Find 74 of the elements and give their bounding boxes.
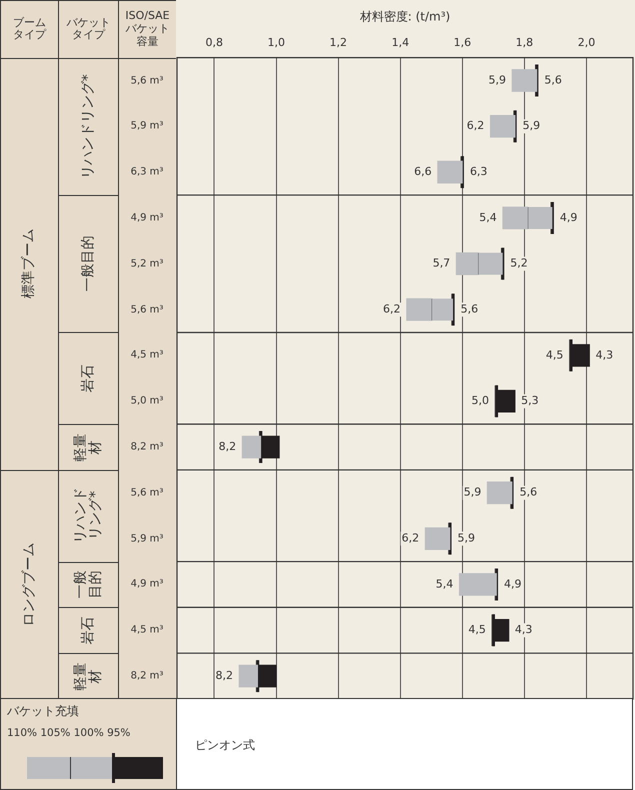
bar — [496, 390, 516, 413]
annotation: 4,9 — [560, 210, 578, 224]
annotation: 8,2 — [218, 440, 236, 453]
annotation: 5,3 — [521, 394, 539, 408]
y-tick-label: 5,6 m³ — [130, 75, 164, 86]
y-tick-label: 4,5 m³ — [130, 624, 164, 636]
y-tick-label: 8,2 m³ — [130, 670, 164, 682]
annotation: 5,2 — [510, 256, 528, 270]
y-tick-label: 5,2 m³ — [130, 258, 164, 270]
y-tick-label: 5,6 m³ — [130, 487, 164, 498]
text: ロングブーム — [20, 542, 38, 629]
x-tick-label: 1,2 — [330, 36, 348, 49]
text: 110% 105% 100% 95% — [7, 727, 130, 740]
bar — [512, 69, 538, 92]
x-tick-label: 2,0 — [578, 36, 596, 49]
text: リハンドリング* — [80, 73, 96, 181]
bar — [242, 436, 262, 458]
y-tick-label: 5,0 m³ — [130, 396, 164, 407]
text: 軽量材 — [72, 660, 104, 692]
annotation: 5,9 — [522, 119, 540, 132]
annotation: 6,2 — [383, 302, 401, 316]
text: 岩石 — [80, 615, 96, 646]
x-tick-label: 0,8 — [205, 36, 223, 49]
annotation: 4,3 — [596, 348, 614, 362]
x-tick-label: 1,8 — [516, 36, 534, 49]
annotation: 5,9 — [458, 532, 476, 545]
text: 岩石 — [80, 364, 96, 394]
x-tick-label: 1,4 — [392, 36, 410, 49]
text: リハンドリング* — [72, 486, 104, 546]
annotation: 4,9 — [504, 577, 522, 590]
annotation: 5,0 — [471, 394, 489, 408]
y-tick-label: 4,9 m³ — [130, 578, 164, 590]
annotation: 5,6 — [544, 73, 562, 86]
y-tick-label: 6,3 m³ — [130, 166, 164, 178]
annotation: 4,5 — [468, 623, 486, 636]
text: バケットタイプ — [66, 16, 112, 42]
y-tick-label: 8,2 m³ — [130, 442, 164, 453]
text: 一般目的 — [72, 569, 104, 600]
text: ピンオン式 — [195, 738, 255, 753]
annotation: 5,9 — [488, 73, 506, 86]
annotation: 4,5 — [546, 348, 564, 362]
bar — [458, 573, 497, 596]
text: 軽量材 — [72, 432, 104, 464]
y-tick-label: 5,9 m³ — [130, 533, 164, 544]
annotation: 5,7 — [432, 256, 450, 270]
y-tick-label: 5,6 m³ — [130, 304, 164, 316]
text: バケット充填 — [7, 704, 79, 719]
y-tick-label: 5,9 m³ — [130, 120, 164, 132]
y-axis-title: ISO/SAE バケット容量 — [124, 9, 171, 48]
annotation: 5,9 — [464, 486, 482, 499]
y-tick-label: 4,9 m³ — [130, 212, 164, 224]
bar — [238, 664, 258, 688]
x-axis-title: 材料密度: (t/m³) — [358, 9, 450, 24]
bar — [490, 114, 516, 138]
annotation: 8,2 — [216, 668, 234, 682]
annotation: 5,6 — [520, 486, 538, 499]
bar — [486, 482, 512, 504]
bar — [437, 160, 463, 184]
annotation: 5,4 — [479, 210, 497, 224]
x-tick-label: 1,0 — [268, 36, 286, 49]
annotation: 4,3 — [514, 623, 532, 636]
text: ブームタイプ — [12, 16, 48, 42]
text: 一般目的 — [80, 234, 96, 294]
annotation: 6,2 — [466, 119, 484, 132]
text: 標準ブーム — [20, 228, 38, 301]
annotation: 6,2 — [402, 532, 420, 545]
bar — [493, 618, 510, 642]
annotation: 6,3 — [470, 164, 488, 178]
bar — [424, 527, 450, 550]
annotation: 5,6 — [460, 302, 478, 316]
annotation: 6,6 — [414, 164, 432, 178]
annotation: 5,4 — [436, 577, 454, 590]
x-tick-label: 1,6 — [454, 36, 472, 49]
y-tick-label: 4,5 m³ — [130, 350, 164, 361]
